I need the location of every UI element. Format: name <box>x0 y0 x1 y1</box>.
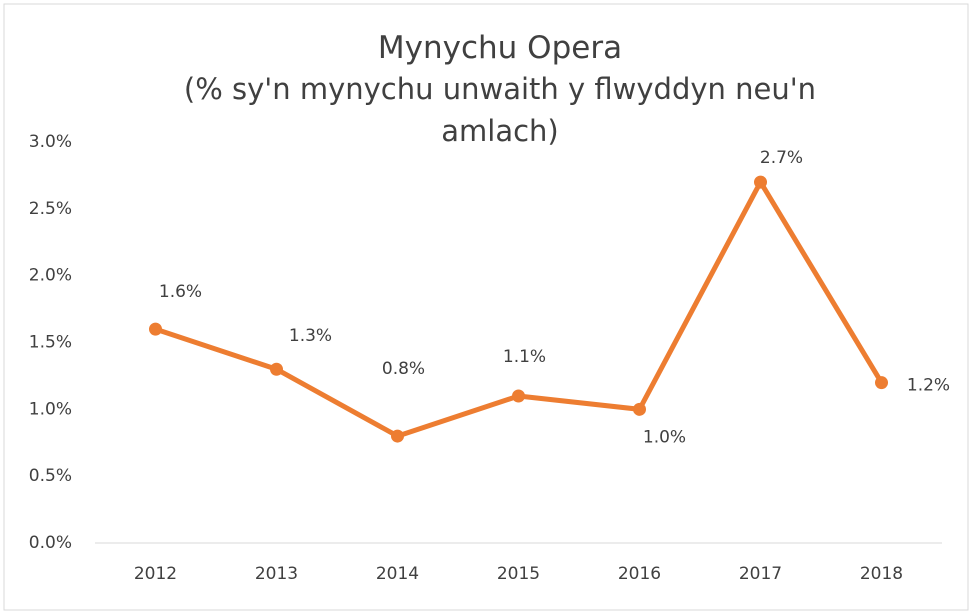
y-tick-label: 3.0% <box>29 132 72 152</box>
y-tick-label: 1.0% <box>29 399 72 419</box>
data-label: 1.2% <box>907 376 950 396</box>
data-point <box>875 376 888 390</box>
chart-title: Mynychu Opera <box>377 30 623 66</box>
data-point <box>391 429 404 443</box>
x-tick-label: 2017 <box>739 564 782 584</box>
data-point <box>270 362 283 376</box>
data-point <box>754 175 767 189</box>
y-tick-label: 1.5% <box>29 333 72 353</box>
data-point <box>512 389 525 403</box>
data-label: 1.0% <box>643 427 686 447</box>
data-label: 0.8% <box>382 359 425 379</box>
x-tick-label: 2015 <box>497 564 540 584</box>
y-tick-label: 0.5% <box>29 466 72 486</box>
chart-subtitle: (% sy'n mynychu unwaith y flwyddyn neu'n… <box>183 72 817 148</box>
data-point <box>149 322 162 336</box>
y-tick-label: 0.0% <box>29 533 72 553</box>
y-tick-label: 2.0% <box>29 266 72 286</box>
data-label: 2.7% <box>760 148 803 168</box>
x-tick-label: 2018 <box>860 564 903 584</box>
x-tick-label: 2012 <box>134 564 177 584</box>
x-tick-label: 2016 <box>618 564 661 584</box>
data-label: 1.6% <box>159 282 202 302</box>
data-label: 1.1% <box>503 347 546 367</box>
data-point <box>633 402 646 416</box>
titles: Mynychu Opera (% sy'n mynychu unwaith y … <box>130 28 870 152</box>
x-tick-label: 2014 <box>376 564 419 584</box>
chart-border <box>3 3 969 611</box>
data-label: 1.3% <box>289 326 332 346</box>
x-tick-label: 2013 <box>255 564 298 584</box>
y-tick-label: 2.5% <box>29 199 72 219</box>
